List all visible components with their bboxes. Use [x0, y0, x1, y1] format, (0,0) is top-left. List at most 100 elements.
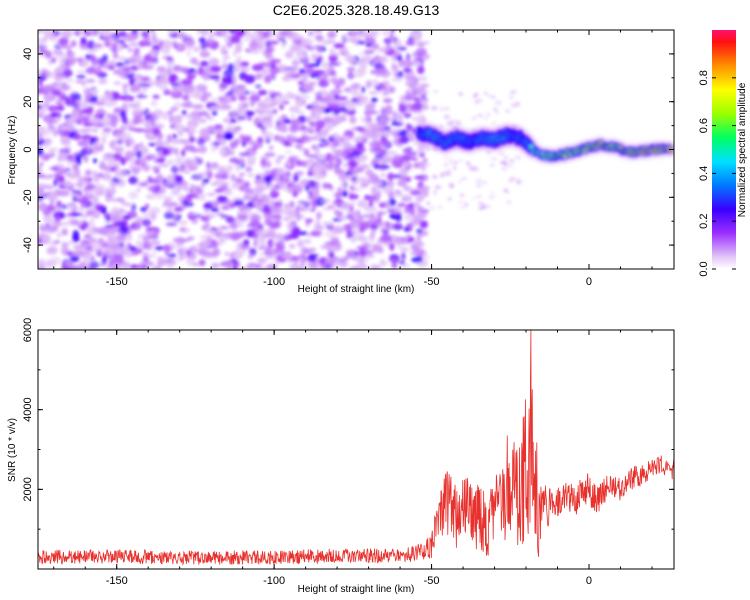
noise-speckle	[167, 184, 176, 189]
noise-speckle	[219, 82, 228, 89]
noise-speckle	[76, 70, 87, 74]
noise-speckle	[105, 224, 114, 228]
noise-speckle	[112, 43, 118, 49]
noise-speckle	[230, 95, 237, 102]
noise-speckle	[223, 55, 230, 60]
noise-speckle	[399, 260, 406, 265]
noise-speckle	[134, 159, 146, 167]
noise-speckle	[397, 113, 403, 122]
noise-speckle	[122, 214, 132, 221]
noise-speckle	[312, 105, 324, 110]
noise-speckle	[474, 92, 479, 97]
noise-speckle	[309, 73, 320, 78]
noise-speckle	[221, 31, 226, 35]
noise-speckle	[510, 103, 516, 108]
noise-speckle	[102, 152, 114, 162]
noise-speckle	[414, 175, 422, 180]
noise-speckle	[163, 78, 171, 86]
noise-speckle	[226, 169, 231, 175]
y-tick-label: 40	[22, 48, 34, 60]
noise-speckle	[241, 66, 246, 71]
noise-speckle	[145, 227, 154, 232]
noise-speckle	[441, 171, 448, 176]
noise-speckle	[147, 185, 159, 192]
noise-speckle	[42, 101, 50, 109]
spectrogram-y-axis-label: Frequency (Hz)	[7, 116, 18, 185]
noise-speckle	[214, 173, 225, 180]
snr-line	[38, 330, 674, 566]
noise-speckle	[458, 159, 463, 162]
noise-speckle	[322, 61, 329, 69]
noise-speckle	[297, 239, 304, 248]
noise-speckle	[265, 161, 272, 168]
noise-speckle	[339, 141, 352, 149]
noise-speckle	[361, 86, 366, 94]
noise-speckle	[417, 146, 425, 155]
noise-speckle	[101, 256, 107, 266]
noise-speckle	[234, 177, 244, 184]
y-tick-label: -20	[22, 189, 34, 205]
noise-speckle	[384, 72, 392, 76]
noise-speckle	[382, 30, 390, 36]
noise-speckle	[412, 52, 417, 56]
noise-speckle	[402, 161, 409, 168]
noise-speckle	[386, 209, 396, 213]
noise-speckle	[142, 242, 151, 250]
noise-speckle	[267, 263, 275, 269]
noise-speckle	[172, 133, 178, 139]
noise-speckle	[379, 149, 389, 156]
noise-speckle	[104, 196, 113, 201]
noise-speckle	[307, 130, 315, 134]
noise-speckle	[236, 210, 247, 216]
noise-speckle	[81, 214, 88, 220]
noise-speckle	[403, 226, 410, 232]
noise-speckle	[177, 32, 187, 39]
noise-speckle	[130, 221, 142, 231]
noise-speckle	[349, 116, 357, 124]
noise-speckle	[43, 137, 53, 145]
noise-speckle	[198, 111, 209, 116]
noise-speckle	[474, 99, 479, 104]
noise-speckle	[225, 164, 234, 171]
noise-speckle	[85, 191, 95, 196]
noise-speckle	[490, 157, 498, 160]
noise-speckle	[372, 177, 381, 183]
noise-speckle	[406, 92, 414, 96]
snr-y-axis-label: SNR (10 * v/v)	[7, 418, 18, 482]
noise-speckle	[72, 230, 80, 238]
noise-speckle	[482, 181, 487, 184]
noise-speckle	[272, 235, 278, 241]
noise-speckle	[203, 209, 210, 213]
noise-speckle	[416, 47, 427, 56]
noise-speckle	[312, 191, 320, 200]
noise-speckle	[209, 105, 219, 112]
noise-speckle	[236, 139, 247, 143]
noise-speckle	[387, 179, 394, 186]
noise-speckle	[106, 215, 111, 222]
noise-speckle	[345, 38, 355, 42]
noise-speckle	[78, 102, 90, 109]
noise-speckle	[59, 58, 66, 66]
noise-speckle	[437, 205, 442, 209]
noise-speckle	[133, 116, 139, 125]
noise-speckle	[38, 78, 43, 87]
noise-speckle	[406, 206, 416, 214]
noise-speckle	[317, 263, 326, 269]
spectrogram-ticks: -150 -100 -50 0 -40 -20 0 20 40	[22, 30, 674, 288]
noise-speckle	[330, 144, 337, 154]
colorbar-gradient	[712, 30, 736, 269]
noise-speckle	[279, 30, 289, 36]
noise-speckle	[118, 95, 128, 101]
noise-speckle	[144, 206, 149, 211]
noise-speckle	[39, 226, 50, 233]
noise-speckle	[86, 228, 97, 236]
snr-x-axis-label: Height of straight line (km)	[298, 584, 415, 595]
noise-speckle	[328, 156, 336, 161]
noise-speckle	[127, 233, 132, 242]
x-tick-label: -50	[424, 575, 440, 587]
noise-speckle	[184, 101, 193, 109]
noise-speckle	[277, 37, 285, 41]
noise-speckle	[38, 165, 43, 174]
noise-speckle	[317, 154, 327, 162]
noise-speckle	[387, 172, 395, 181]
